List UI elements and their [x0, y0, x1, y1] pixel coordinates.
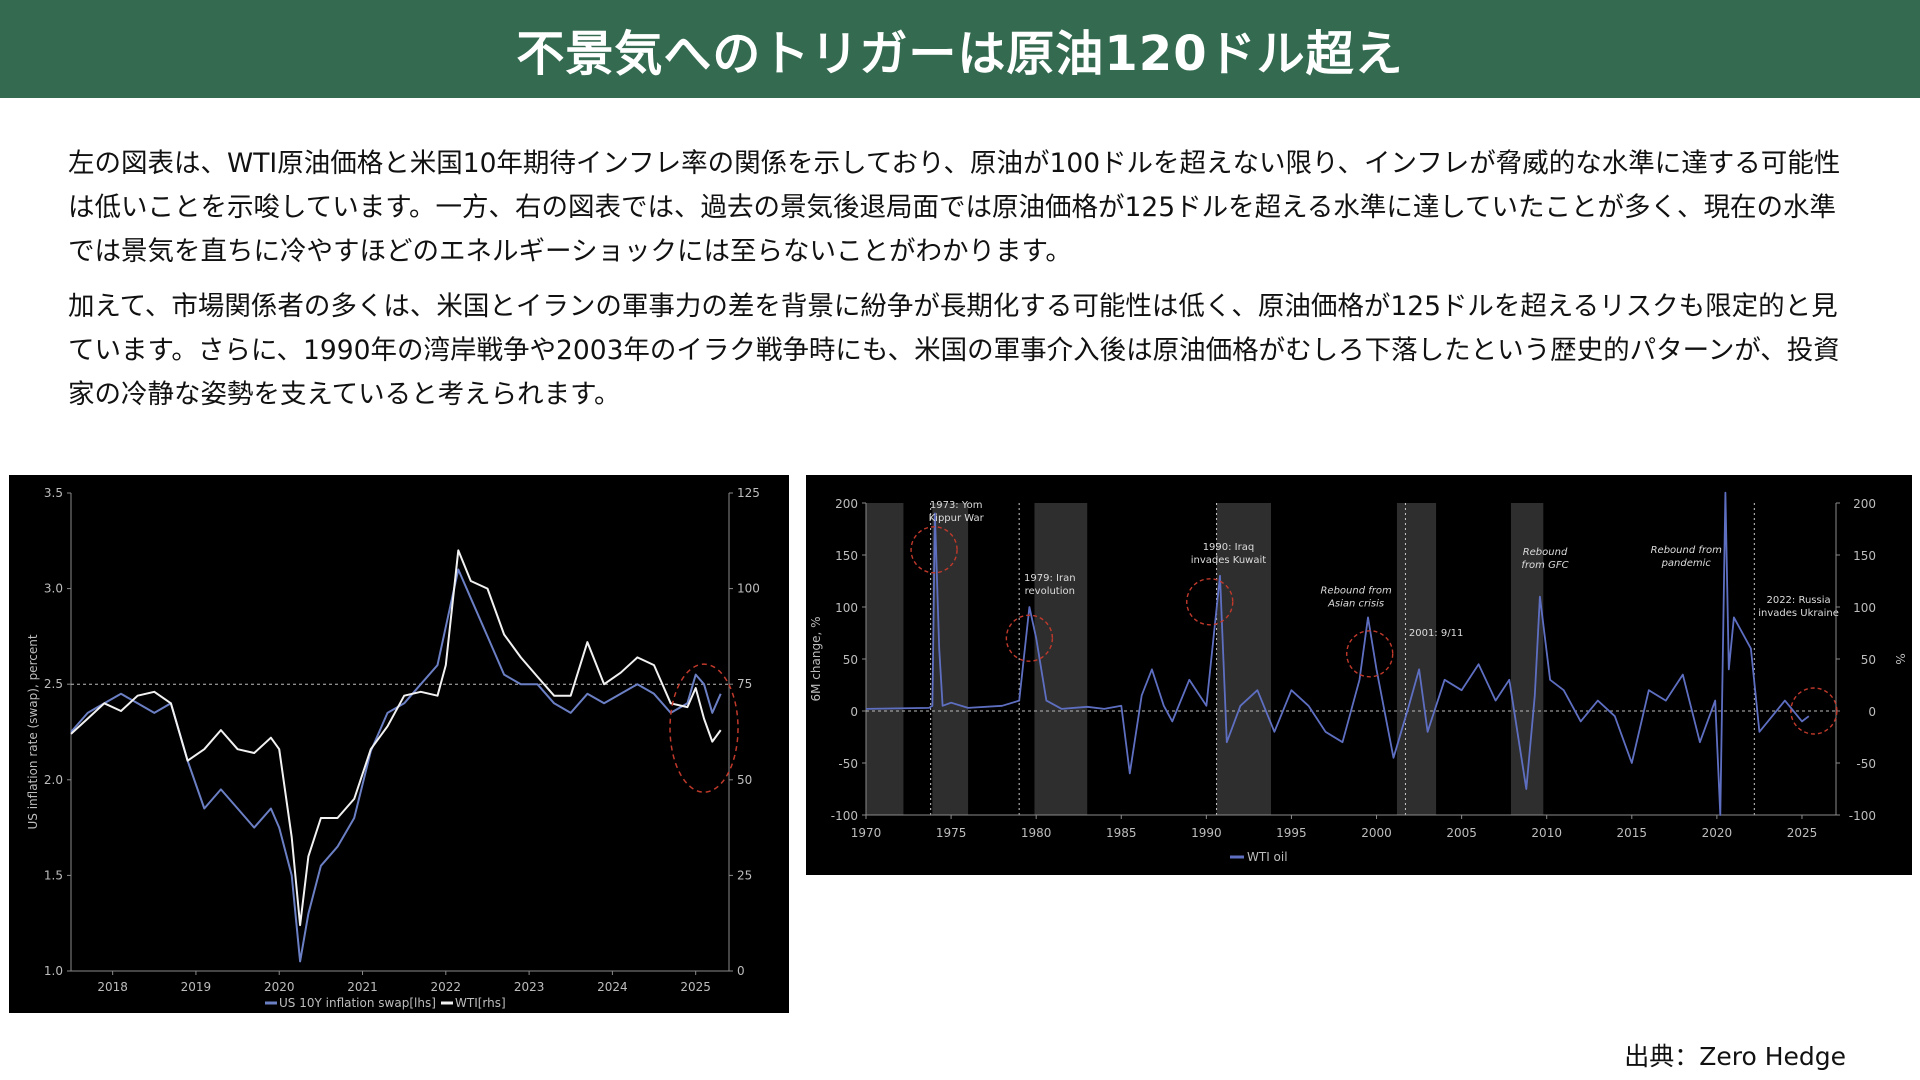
y-tick-label: 2.5: [44, 677, 63, 691]
annotation-label: Rebound from: [1320, 585, 1392, 596]
x-tick-label: 2018: [97, 980, 128, 994]
recession-shade: [1034, 503, 1088, 815]
annotation-label: pandemic: [1661, 558, 1712, 569]
y-axis-label: 6M change, %: [809, 617, 823, 702]
x-tick-label: 2010: [1531, 826, 1562, 840]
highlight-circle: [669, 663, 739, 793]
inflation-swap-vs-wti-plot: 3.5 3.0 2.5 2.0 1.5 1.0 125 100 75 50 25 0 2018 2019 2…: [26, 486, 760, 1010]
recession-shade: [932, 503, 969, 815]
x-tick-label: 2005: [1446, 826, 1477, 840]
x-tick-label: 2023: [514, 980, 545, 994]
wti-oil-series-line: [865, 491, 1810, 816]
y-tick-label: 100: [835, 601, 858, 615]
wti-series-line: [70, 549, 722, 927]
y-tick-label: 3.0: [44, 582, 63, 596]
paragraph: 左の図表は、WTI原油価格と米国10年期待インフレ率の関係を示しており、原油が1…: [68, 148, 1841, 267]
annotation-label: invades Kuwait: [1191, 555, 1267, 566]
x-tick-label: 1980: [1021, 826, 1052, 840]
x-tick-label: 2019: [181, 980, 212, 994]
y-right-tick-label: 0: [1868, 705, 1876, 719]
annotation-label: 2022: Russia: [1766, 595, 1830, 606]
page-title-bar: 不景気へのトリガーは原油120ドル超え: [0, 0, 1920, 98]
y-tick-label: 50: [843, 653, 858, 667]
y-tick-label: -50: [838, 757, 858, 771]
x-tick-label: 1995: [1276, 826, 1307, 840]
x-tick-label: 2000: [1361, 826, 1392, 840]
legend-label-wti-oil: WTI oil: [1247, 850, 1288, 864]
paragraph: 加えて、市場関係者の多くは、米国とイランの軍事力の差を背景に紛争が長期化する可能…: [68, 291, 1840, 410]
y-tick-label: 3.5: [44, 486, 63, 500]
y-tick-label: 200: [835, 497, 858, 511]
annotation-label: 1979: Iran: [1024, 573, 1076, 584]
body-text: 左の図表は、WTI原油価格と米国10年期待インフレ率の関係を示しており、原油が1…: [68, 142, 1848, 428]
x-tick-label: 2015: [1617, 826, 1648, 840]
recession-shade: [1396, 503, 1437, 815]
page-title: 不景気へのトリガーは原油120ドル超え: [516, 26, 1404, 82]
annotation-label: 1990: Iraq: [1203, 542, 1255, 553]
legend-label-inflation-swap: US 10Y inflation swap[lhs]: [279, 996, 436, 1010]
highlight-circle: [910, 526, 958, 574]
wti-6m-change-chart: 200 200 150 150 100 100 50 50 0 0 -50 -50 -100 -100 19…: [806, 475, 1912, 875]
y-tick-label: 1.0: [44, 964, 63, 978]
y-tick-label: 2.0: [44, 773, 63, 787]
x-tick-label: 1990: [1191, 826, 1222, 840]
x-tick-label: 1975: [936, 826, 967, 840]
x-tick-label: 2020: [264, 980, 295, 994]
y-right-tick-label: -50: [1856, 757, 1876, 771]
x-tick-label: 1970: [851, 826, 882, 840]
x-tick-label: 2022: [431, 980, 462, 994]
y-right-tick-label: 125: [737, 486, 760, 500]
y-right-axis-label: %: [1893, 653, 1907, 664]
annotation-label: Rebound: [1523, 547, 1568, 558]
y-right-tick-label: 50: [737, 773, 752, 787]
inflation-swap-vs-wti-chart: 3.5 3.0 2.5 2.0 1.5 1.0 125 100 75 50 25 0 2018 2019 2…: [9, 475, 789, 1013]
recession-shade: [1510, 503, 1544, 815]
x-tick-label: 2020: [1702, 826, 1733, 840]
x-tick-label: 2021: [347, 980, 378, 994]
y-tick-label: 1.5: [44, 868, 63, 882]
x-tick-label: 2025: [1787, 826, 1818, 840]
x-tick-label: 1985: [1106, 826, 1137, 840]
source-credit: 出典：Zero Hedge: [1624, 1042, 1846, 1071]
y-right-tick-label: 200: [1853, 497, 1876, 511]
y-right-tick-label: 50: [1861, 653, 1876, 667]
highlight-circle: [1346, 630, 1394, 678]
wti-6m-change-plot: 200 200 150 150 100 100 50 50 0 0 -50 -50 -100 -100 19…: [809, 491, 1907, 864]
y-tick-label: -100: [831, 809, 858, 823]
highlight-circle: [1790, 687, 1838, 735]
legend-label-wti: WTI[rhs]: [455, 996, 506, 1010]
y-right-tick-label: 0: [737, 964, 745, 978]
annotation-label: from GFC: [1521, 560, 1568, 571]
x-tick-label: 2024: [597, 980, 628, 994]
annotation-label: revolution: [1025, 586, 1075, 597]
y-right-tick-label: -100: [1849, 809, 1876, 823]
annotation-label: Rebound from: [1651, 545, 1723, 556]
y-tick-label: 0: [850, 705, 858, 719]
y-axis-label: US inflation rate (swap), percent: [26, 634, 40, 829]
highlight-circle: [1186, 578, 1234, 626]
y-right-tick-label: 25: [737, 868, 752, 882]
y-right-tick-label: 100: [1853, 601, 1876, 615]
annotation-label: 1973: Yom: [930, 500, 983, 511]
annotation-label: invades Ukraine: [1758, 608, 1839, 619]
y-right-tick-label: 100: [737, 582, 760, 596]
annotation-label: Kippur War: [929, 513, 985, 524]
annotation-label: 2001: 9/11: [1409, 628, 1463, 639]
recession-shade: [1216, 503, 1272, 815]
recession-shade: [866, 503, 904, 815]
y-right-tick-label: 150: [1853, 549, 1876, 563]
y-tick-label: 150: [835, 549, 858, 563]
x-tick-label: 2025: [680, 980, 711, 994]
annotation-label: Asian crisis: [1327, 598, 1384, 609]
y-right-tick-label: 75: [737, 677, 752, 691]
inflation-swap-series-line: [70, 568, 722, 963]
highlight-circle: [1005, 614, 1054, 662]
